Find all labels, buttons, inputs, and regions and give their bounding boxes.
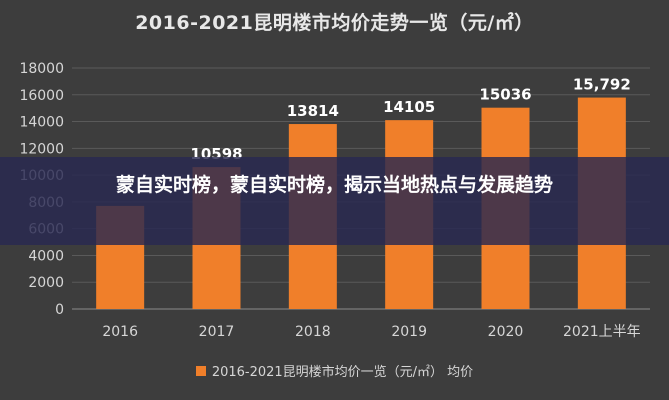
y-tick-label: 2000: [28, 275, 64, 291]
legend-swatch: [195, 365, 206, 376]
x-tick-label: 2020: [488, 324, 524, 340]
data-label: 15,792: [573, 76, 631, 94]
x-tick-label: 2017: [199, 324, 235, 340]
y-tick-label: 0: [55, 302, 64, 318]
y-tick-label: 4000: [28, 248, 64, 264]
overlay-headline: 蒙自实时榜，蒙自实时榜，揭示当地热点与发展趋势: [115, 174, 553, 196]
x-tick-label: 2019: [391, 324, 427, 340]
overlay-banner: [0, 157, 669, 245]
data-label: 15036: [479, 86, 531, 104]
data-label: 14105: [383, 98, 435, 116]
x-tick-label: 2016: [102, 324, 138, 340]
y-tick-label: 16000: [19, 88, 64, 104]
x-tick-label: 2018: [295, 324, 331, 340]
legend-label: 2016-2021昆明楼市均价一览（元/㎡） 均价: [211, 365, 474, 380]
chart-legend: 2016-2021昆明楼市均价一览（元/㎡） 均价: [0, 361, 669, 381]
data-label: 13814: [287, 102, 339, 120]
y-tick-label: 12000: [19, 141, 64, 157]
y-tick-label: 14000: [19, 115, 64, 131]
x-tick-label: 2021上半年: [563, 324, 641, 340]
chart-title: 2016-2021昆明楼市均价走势一览（元/㎡）: [135, 12, 534, 34]
y-tick-label: 18000: [19, 61, 64, 77]
